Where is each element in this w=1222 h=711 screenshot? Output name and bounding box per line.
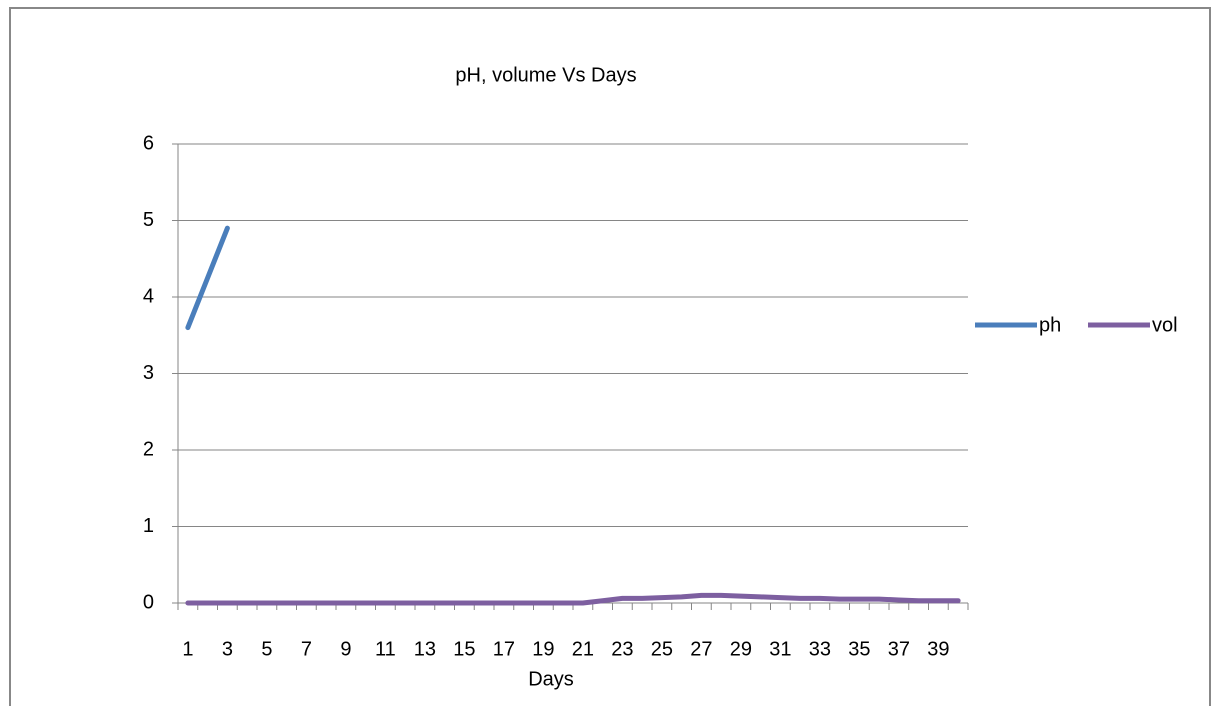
x-tick-label: 13 (414, 638, 436, 660)
x-tick-label: 9 (340, 638, 351, 660)
y-tick-label: 6 (143, 132, 154, 154)
legend-label: vol (1152, 314, 1178, 336)
legend-label: ph (1039, 314, 1061, 336)
x-tick-label: 7 (301, 638, 312, 660)
x-tick-label: 39 (927, 638, 949, 660)
y-tick-label: 1 (143, 515, 154, 537)
y-tick-label: 5 (143, 209, 154, 231)
x-axis-label: Days (528, 668, 574, 690)
x-tick-label: 5 (261, 638, 272, 660)
x-tick-label: 25 (651, 638, 673, 660)
chart-frame (9, 7, 1211, 711)
x-tick-label: 23 (611, 638, 633, 660)
x-tick-label: 11 (375, 638, 396, 660)
y-tick-label: 2 (143, 438, 154, 460)
x-tick-label: 35 (848, 638, 870, 660)
x-tick-label: 3 (222, 638, 233, 660)
x-tick-label: 33 (809, 638, 831, 660)
series-line (185, 225, 230, 331)
y-tick-label: 4 (143, 285, 154, 307)
x-tick-label: 17 (493, 638, 515, 660)
x-tick-label: 21 (572, 638, 594, 660)
x-tick-label: 37 (888, 638, 910, 660)
x-tick-label: 29 (730, 638, 752, 660)
x-tick-label: 15 (453, 638, 475, 660)
x-tick-label: 19 (532, 638, 554, 660)
chart-title: pH, volume Vs Days (455, 64, 636, 86)
series-line (185, 592, 961, 606)
x-tick-label: 31 (769, 638, 791, 660)
x-tick-label: 27 (690, 638, 712, 660)
x-tick-label: 1 (182, 638, 193, 660)
y-tick-label: 0 (143, 591, 154, 613)
y-tick-label: 3 (143, 362, 154, 384)
